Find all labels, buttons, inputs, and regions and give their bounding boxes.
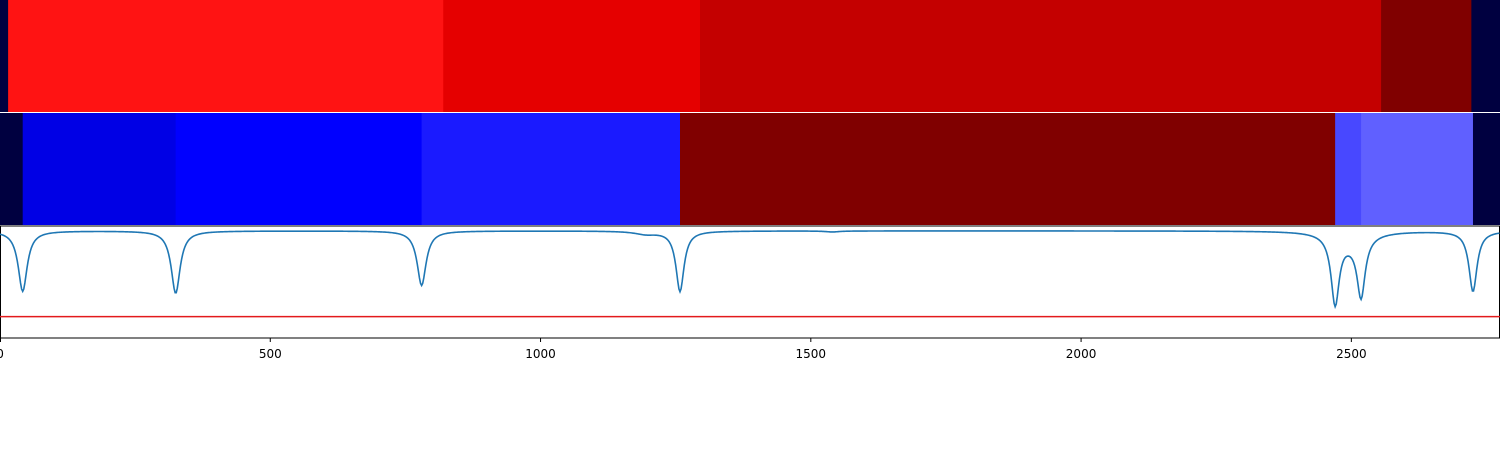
- line-panel: [0, 225, 1500, 339]
- heatmap-segment-r1-1: [22, 113, 177, 225]
- heatmap-segment-r0-4: [1381, 0, 1472, 112]
- x-tick-label-5: 2500: [1336, 347, 1367, 361]
- heatmap-segment-r0-5: [1471, 0, 1500, 112]
- heatmap-segment-r0-3: [700, 0, 1382, 112]
- heatmap-segment-r0-1: [8, 0, 444, 112]
- heatmap-segment-r1-7: [1472, 113, 1500, 225]
- x-tick-label-2: 1000: [525, 347, 556, 361]
- heatmap-segment-r0-0: [0, 0, 9, 112]
- heatmap-segment-r1-0: [0, 113, 24, 225]
- heatmap-segment-r1-5: [1335, 113, 1362, 225]
- x-axis: 0 500 1000 1500 2000 2500: [0, 338, 1367, 361]
- x-tick-label-1: 500: [259, 347, 282, 361]
- heatmap-segment-r1-2: [175, 113, 423, 225]
- line-panel-frame: [0, 225, 1500, 339]
- x-tick-label-0: 0: [0, 347, 4, 361]
- heatmap-segment-r1-4: [680, 113, 1336, 225]
- heatmap-segment-r1-6: [1361, 113, 1474, 225]
- heatmap-segment-r1-3: [421, 113, 681, 225]
- heatmap-row-bottom: [0, 113, 1500, 225]
- x-tick-label-3: 1500: [796, 347, 827, 361]
- signal-line-0: [0, 230, 1500, 310]
- x-tick-label-4: 2000: [1066, 347, 1097, 361]
- heatmap-row-top: [0, 0, 1500, 112]
- heatmap-segment-r0-2: [443, 0, 701, 112]
